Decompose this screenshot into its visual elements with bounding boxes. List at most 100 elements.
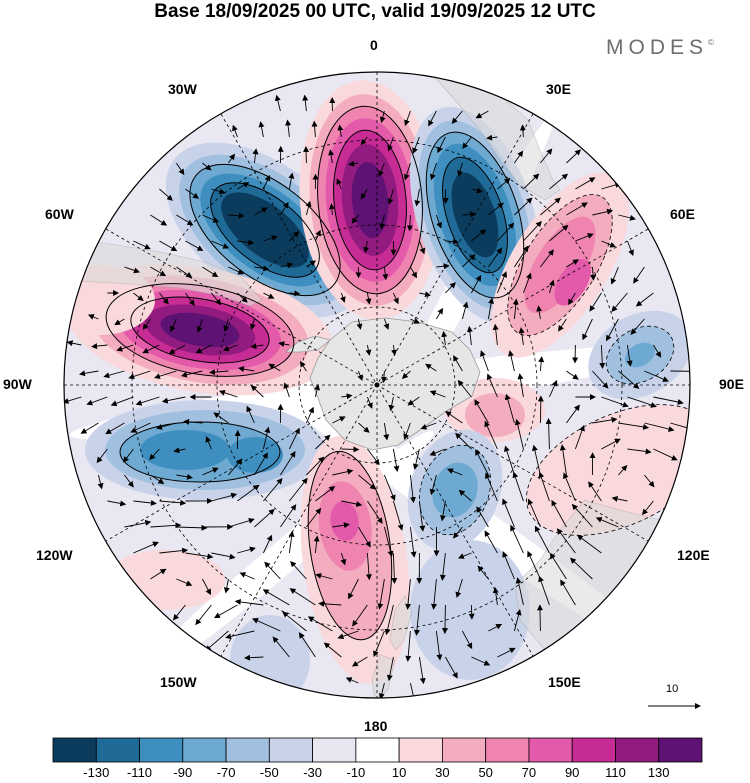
wind-vector — [471, 229, 487, 242]
lon-label-90w: 90W — [3, 376, 32, 392]
wind-vector — [133, 292, 144, 302]
lon-label-150w: 150W — [160, 674, 197, 690]
wind-vector — [237, 182, 250, 190]
wind-vector — [176, 266, 193, 278]
wind-vector — [288, 530, 295, 554]
wind-vector — [315, 573, 333, 580]
wind-vector — [414, 188, 421, 207]
wind-vector — [223, 578, 230, 594]
wind-vector — [341, 393, 353, 400]
wind-vector — [305, 406, 314, 424]
wind-vector — [405, 630, 412, 662]
antarctic-peninsula — [284, 335, 331, 353]
wind-vector — [311, 120, 318, 138]
wind-vector — [318, 600, 342, 607]
wind-vector — [345, 677, 359, 684]
colorbar-tick-label: -70 — [216, 765, 236, 780]
wind-vector — [228, 458, 243, 476]
wind-vector — [80, 422, 99, 434]
wind-vector — [351, 214, 359, 224]
wind-vector — [363, 240, 370, 254]
wind-vector — [452, 526, 463, 539]
wind-vector — [379, 110, 386, 124]
wind-vector — [504, 445, 515, 476]
colorbar-tick-label: 130 — [647, 765, 670, 780]
wind-vector — [515, 577, 524, 606]
wind-vector — [159, 240, 178, 252]
south-pole-marker — [374, 382, 380, 388]
wind-vector — [365, 552, 372, 581]
wind-vector — [502, 498, 515, 528]
map-border — [63, 71, 691, 699]
wind-vector — [576, 534, 602, 554]
wind-vector — [213, 412, 229, 424]
colorbar-tick-label: -30 — [303, 765, 322, 780]
wind-vector — [228, 517, 255, 528]
wind-vector — [518, 327, 525, 346]
wind-vector — [462, 211, 477, 218]
wind-vector — [159, 547, 189, 554]
wind-vector — [497, 222, 515, 242]
wind-vector — [474, 399, 489, 424]
colorbar-tick-label: 10 — [391, 765, 407, 780]
colorbar-tick-label: 30 — [435, 765, 450, 780]
wind-vector — [471, 274, 482, 294]
wind-vector — [436, 263, 450, 270]
wind-vector — [254, 265, 270, 272]
wind-vector — [462, 630, 473, 650]
wind-vector — [234, 598, 264, 606]
wind-vector — [512, 471, 524, 502]
wind-vector — [556, 528, 576, 554]
colorbar-tick-label: -130 — [83, 765, 110, 780]
wind-vector — [611, 292, 628, 312]
wind-vector — [202, 578, 211, 596]
wind-vector — [537, 395, 544, 424]
wind-vector — [306, 456, 325, 476]
wind-vector — [409, 474, 416, 504]
wind-vector — [150, 214, 168, 226]
wind-vector — [644, 474, 655, 488]
wind-vector — [548, 379, 558, 398]
wind-vector — [332, 522, 350, 529]
wind-vector — [457, 379, 472, 398]
wind-vector — [437, 136, 446, 154]
wind-vector — [176, 214, 194, 226]
wind-vector — [409, 682, 417, 698]
wind-vector — [298, 632, 316, 658]
wind-vector — [523, 220, 542, 242]
wind-vector — [480, 350, 489, 372]
wind-vector — [429, 390, 446, 398]
wind-vector — [307, 616, 333, 632]
wind-vector — [641, 500, 654, 516]
wind-vector — [239, 572, 255, 580]
wind-vector — [545, 418, 552, 450]
wind-vector — [268, 363, 281, 372]
wind-vector — [285, 119, 292, 138]
wind-vector — [103, 370, 125, 379]
wind-vector — [280, 201, 289, 216]
wind-vector — [487, 297, 495, 320]
colorbar-tick-label: 70 — [521, 765, 537, 780]
wind-vector — [566, 404, 580, 424]
wind-vector — [228, 266, 245, 275]
wind-vector — [305, 200, 312, 216]
wind-vector — [168, 344, 186, 354]
wind-vector — [339, 292, 346, 303]
wind-vector — [439, 500, 446, 522]
colorbar-swatch — [182, 737, 227, 763]
wind-vector — [514, 197, 533, 216]
lon-label-180: 180 — [364, 718, 388, 734]
wind-vector — [429, 448, 446, 456]
wind-vector — [367, 500, 383, 524]
wind-vector — [228, 153, 235, 164]
wind-vector — [486, 134, 498, 141]
wind-vector — [79, 370, 99, 377]
colorbar-swatch — [571, 737, 616, 763]
wind-vector — [536, 305, 543, 320]
wind-vector — [360, 188, 368, 200]
lon-label-30e: 30E — [546, 81, 571, 97]
wind-vector — [133, 541, 159, 554]
wind-vector — [195, 604, 212, 626]
wind-vector — [258, 121, 265, 138]
